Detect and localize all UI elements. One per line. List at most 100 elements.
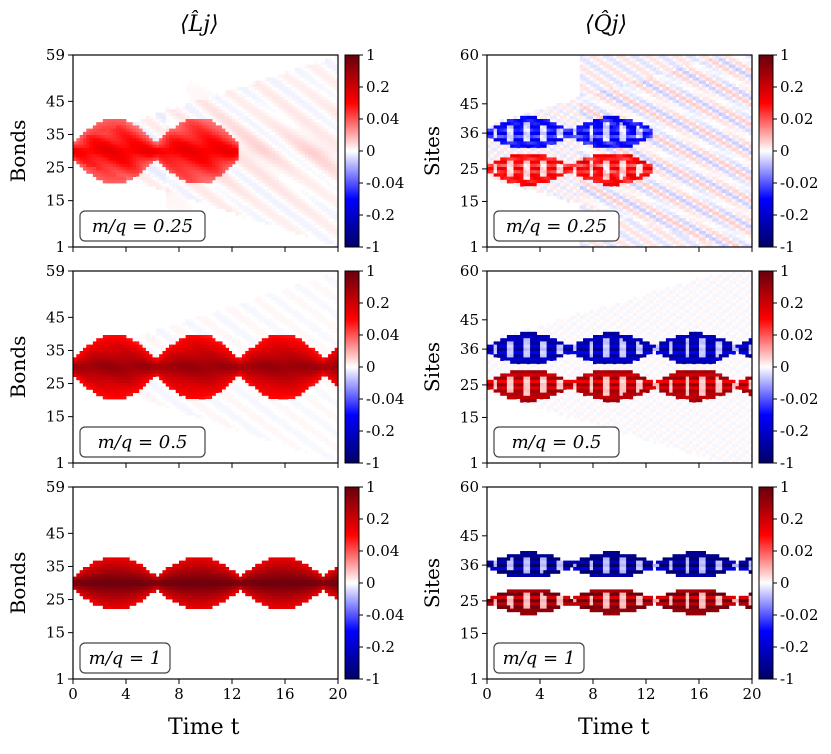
heatmap-cell (526, 154, 531, 158)
heatmap-cell (589, 125, 594, 129)
heatmap-cell (549, 135, 554, 139)
heatmap-cell (301, 179, 306, 184)
heatmap-cell (642, 141, 647, 145)
heatmap-cell (192, 170, 196, 174)
heatmap-cell (573, 131, 577, 136)
heatmap-cell (569, 151, 574, 155)
heatmap-cell (639, 170, 644, 174)
heatmap-cell (112, 170, 117, 174)
heatmap-cell (609, 202, 614, 206)
heatmap-cell (182, 205, 187, 209)
heatmap-cell (599, 71, 604, 75)
heatmap-cell (540, 183, 544, 187)
heatmap-cell (301, 67, 306, 72)
heatmap-cell (331, 77, 336, 81)
heatmap-cell (172, 151, 177, 155)
heatmap-cell (241, 138, 246, 142)
heatmap-cell (553, 106, 557, 110)
heatmap-cell (102, 141, 107, 145)
heatmap-cell (215, 115, 220, 120)
heatmap-cell (155, 179, 160, 184)
heatmap-cell (149, 157, 153, 161)
heatmap-cell (510, 131, 514, 136)
heatmap-cell (675, 135, 680, 139)
heatmap-cell (689, 173, 693, 177)
heatmap-cell (162, 115, 167, 120)
heatmap-cell (606, 125, 610, 129)
heatmap-cell (553, 131, 557, 136)
heatmap-cell (672, 231, 677, 235)
heatmap-cell (513, 179, 518, 184)
heatmap-cell (291, 227, 296, 232)
heatmap-cell (301, 192, 306, 197)
heatmap-cell (311, 122, 316, 126)
heatmap-cell (516, 157, 521, 161)
heatmap-cell (649, 163, 654, 168)
heatmap-cell (89, 138, 94, 142)
heatmap-cell (298, 202, 302, 206)
heatmap-cell (195, 83, 200, 88)
heatmap-cell (632, 67, 637, 72)
heatmap-cell (116, 160, 120, 165)
heatmap-cell (493, 173, 498, 177)
heatmap-cell (291, 195, 296, 200)
heatmap-cell (513, 128, 518, 133)
heatmap-cell (679, 64, 683, 69)
heatmap-cell (579, 106, 584, 110)
heatmap-cell (301, 71, 306, 75)
heatmap-cell (609, 58, 614, 62)
heatmap-cell (188, 186, 193, 190)
heatmap-cell (619, 135, 624, 139)
colorbar-tick-label: 0.2 (366, 78, 390, 96)
heatmap-cell (159, 135, 163, 139)
heatmap-cell (318, 189, 322, 193)
heatmap-cell (622, 83, 627, 88)
heatmap-cell (559, 170, 564, 174)
heatmap-cell (195, 170, 200, 174)
heatmap-cell (642, 224, 647, 229)
heatmap-cell (185, 160, 190, 165)
heatmap-cell (559, 192, 564, 197)
heatmap-cell (573, 189, 577, 193)
heatmap-cell (599, 125, 604, 129)
heatmap-cell (689, 106, 693, 110)
heatmap-cell (536, 144, 541, 149)
heatmap-cell (218, 128, 223, 133)
heatmap-cell (576, 99, 581, 104)
heatmap-cell (583, 64, 587, 69)
heatmap-cell (533, 144, 538, 149)
heatmap-cell (632, 157, 637, 161)
heatmap-cell (82, 163, 87, 168)
heatmap-cell (248, 138, 253, 142)
heatmap-cell (298, 231, 302, 235)
heatmap-cell (612, 154, 617, 158)
heatmap-cell (583, 99, 587, 104)
heatmap-cell (689, 224, 693, 229)
heatmap-cell (251, 122, 256, 126)
heatmap-cell (82, 157, 87, 161)
heatmap-cell (228, 131, 233, 136)
heatmap-cell (198, 93, 203, 97)
heatmap-cell (662, 109, 667, 113)
heatmap-cell (599, 77, 604, 81)
heatmap-cell (235, 147, 240, 152)
heatmap-cell (682, 131, 687, 136)
heatmap-cell (682, 77, 687, 81)
heatmap-cell (122, 128, 127, 133)
heatmap-cell (629, 74, 634, 78)
heatmap-cell (669, 237, 673, 241)
heatmap-cell (89, 163, 94, 168)
heatmap-cell (304, 151, 309, 155)
heatmap-cell (324, 141, 329, 145)
heatmap-cell (672, 173, 677, 177)
heatmap-cell (639, 109, 644, 113)
heatmap-cell (573, 170, 577, 174)
heatmap-cell (304, 138, 309, 142)
heatmap-cell (328, 112, 332, 117)
heatmap-cell (109, 170, 114, 174)
heatmap-cell (271, 147, 276, 152)
heatmap-cell (675, 122, 680, 126)
heatmap-cell (278, 135, 283, 139)
heatmap-cell (649, 138, 654, 142)
heatmap-cell (308, 157, 312, 161)
